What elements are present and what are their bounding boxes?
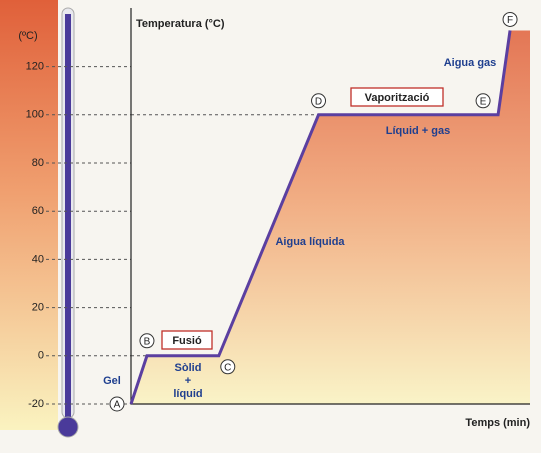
annotation: Aigua líquida xyxy=(275,236,345,248)
thermometer-column xyxy=(65,14,71,424)
annotation: Gel xyxy=(103,375,121,387)
point-label: A xyxy=(114,400,121,411)
x-axis-label: Temps (min) xyxy=(465,417,530,429)
annotation: Líquid + gas xyxy=(386,125,450,137)
annotation: Vaporització xyxy=(365,92,430,104)
point-label: E xyxy=(480,96,487,107)
y-axis-label: Temperatura (°C) xyxy=(136,18,225,30)
annotation: Aigua gas xyxy=(444,57,497,69)
y-tick-label: 80 xyxy=(32,157,44,169)
y-tick-label: -20 xyxy=(28,398,44,410)
y-tick-label: 120 xyxy=(26,61,44,73)
y-tick-label: 60 xyxy=(32,205,44,217)
annotation: + xyxy=(185,375,191,387)
point-label: C xyxy=(224,362,231,373)
annotation: Fusió xyxy=(172,335,202,347)
point-label: F xyxy=(507,15,513,26)
scale-label: (ºC) xyxy=(18,30,37,42)
y-tick-label: 0 xyxy=(38,350,44,362)
y-tick-label: 100 xyxy=(26,109,44,121)
point-label: B xyxy=(144,336,151,347)
point-label: D xyxy=(315,96,322,107)
annotation: líquid xyxy=(173,388,202,400)
y-tick-label: 40 xyxy=(32,253,44,265)
thermometer-bulb xyxy=(58,417,78,437)
y-tick-label: 20 xyxy=(32,302,44,314)
chart: (ºC) Temperatura (°C) Temps (min) -20 0 20… xyxy=(0,0,541,453)
annotation: Sòlid xyxy=(175,362,202,374)
